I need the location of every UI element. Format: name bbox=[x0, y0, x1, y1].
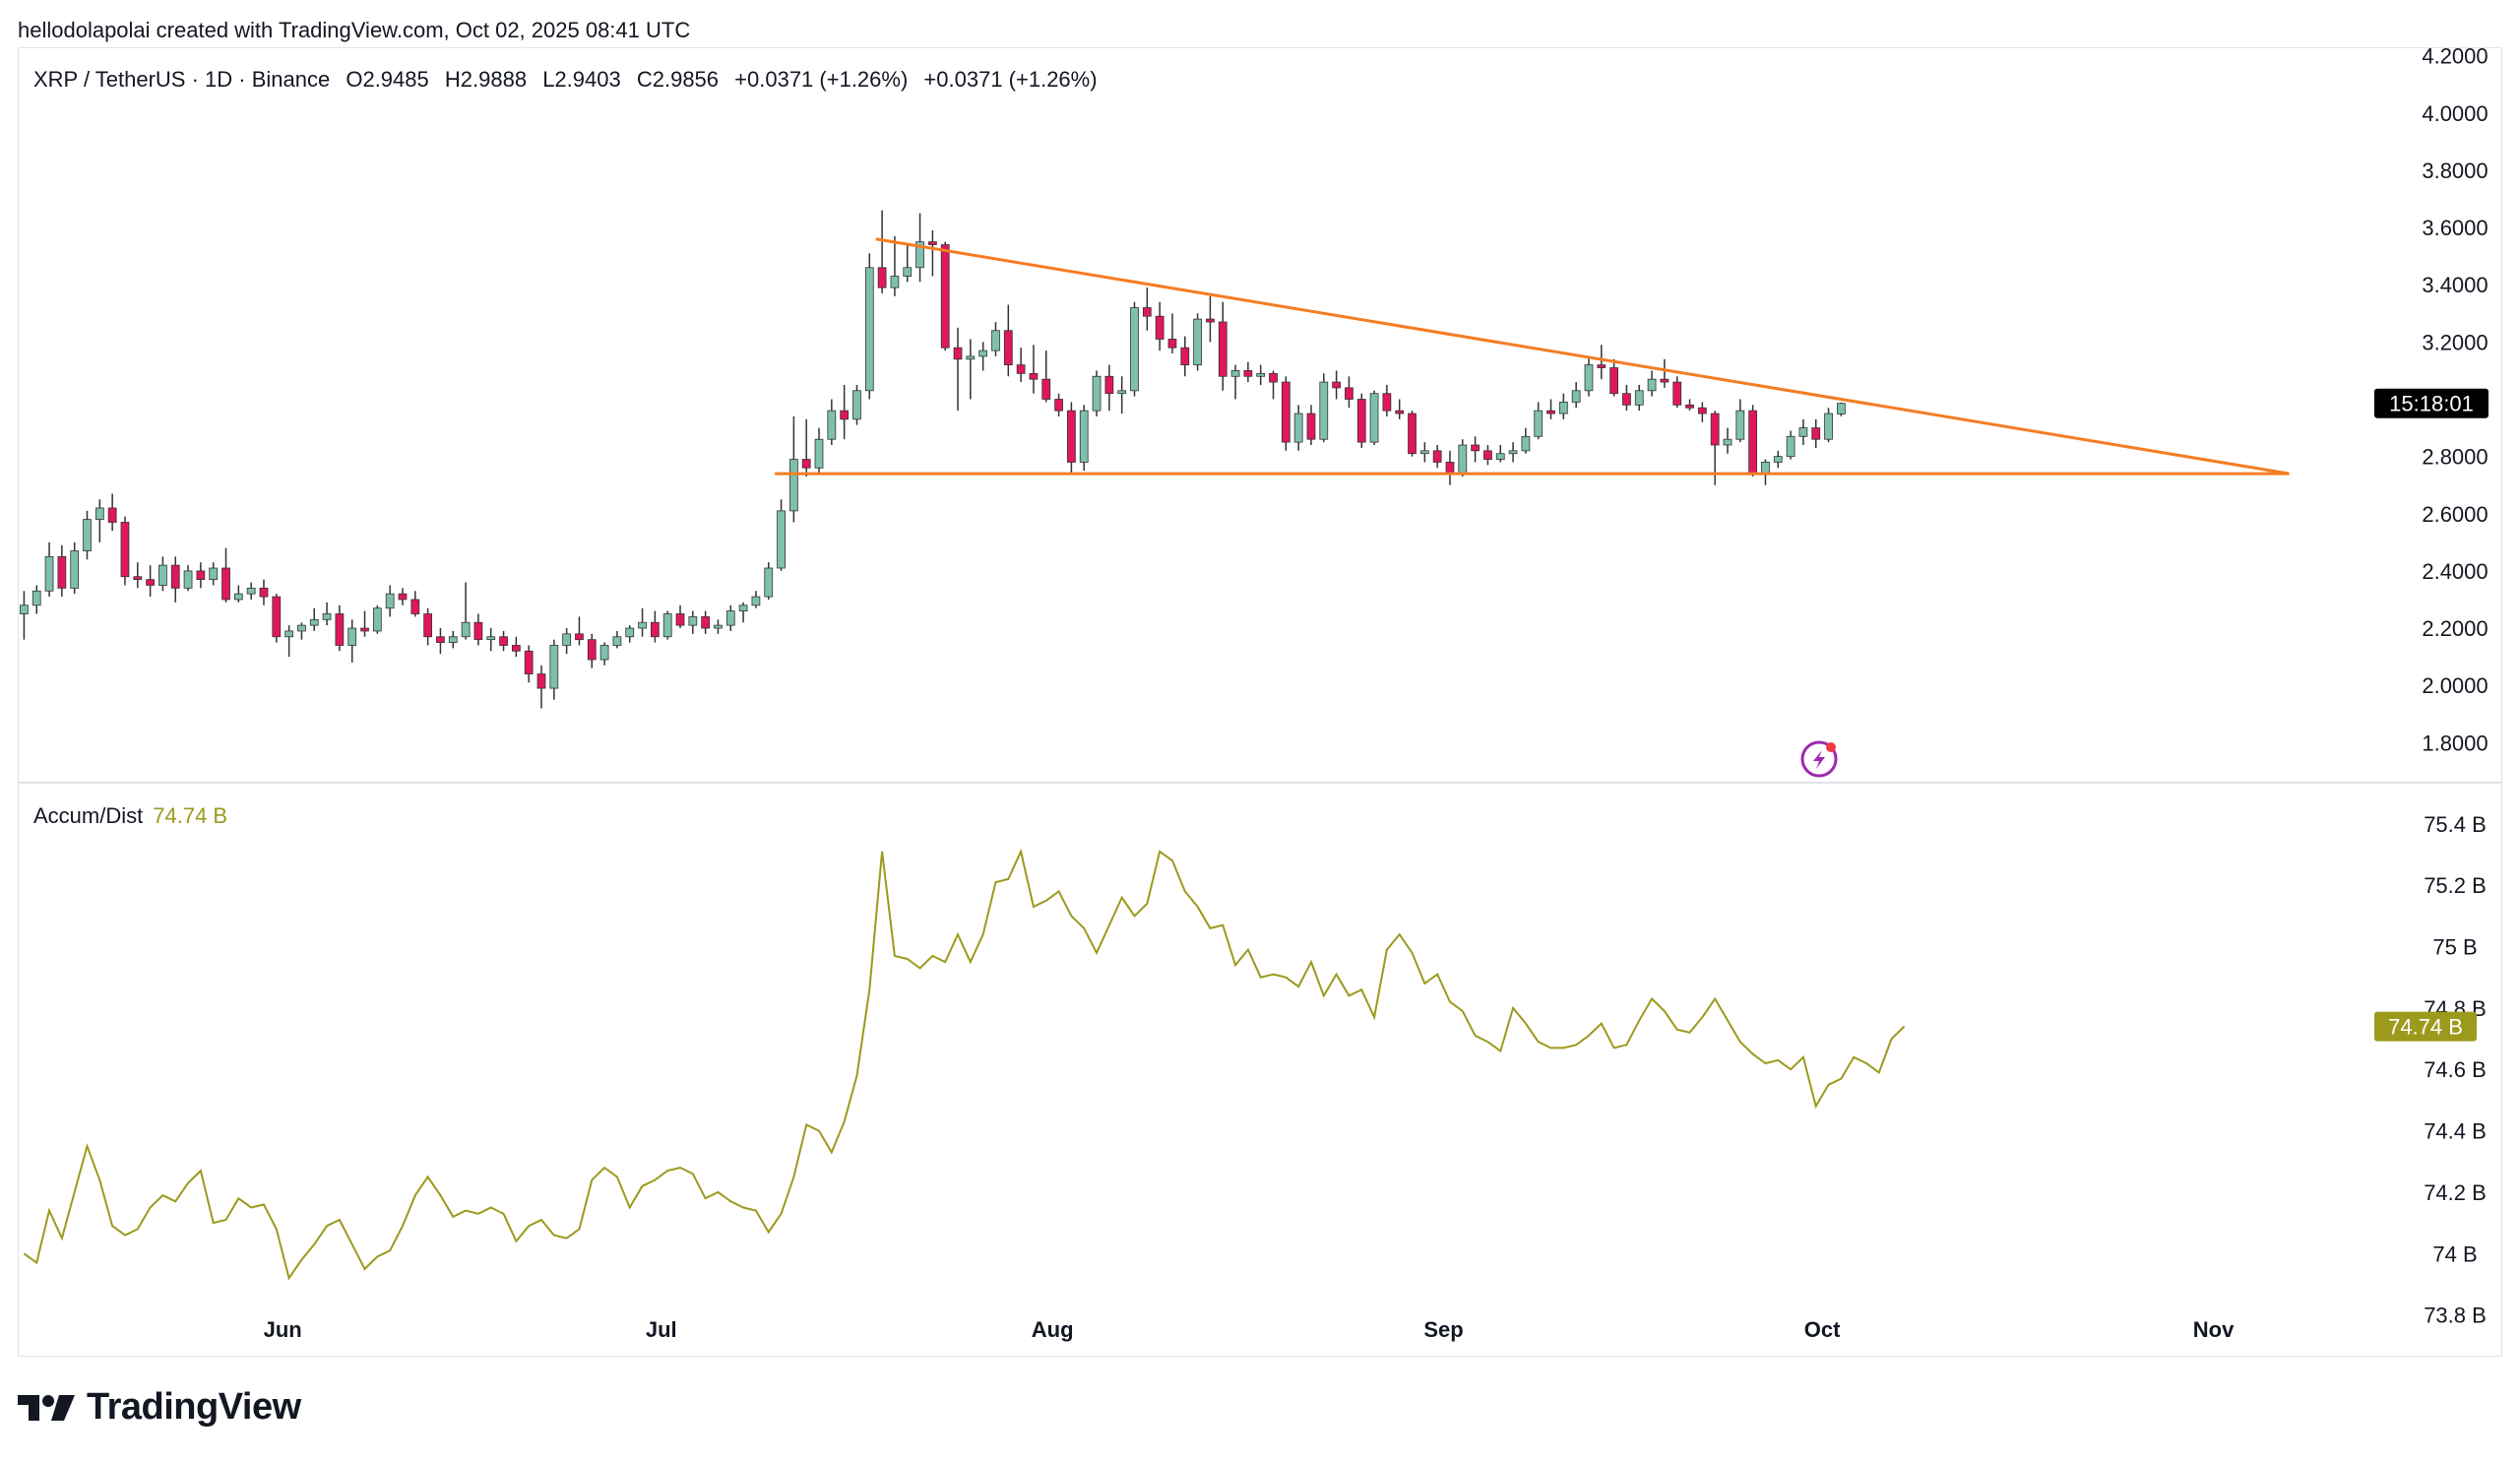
price-change-secondary: +0.0371 (+1.26%) bbox=[923, 67, 1098, 92]
indicator-name[interactable]: Accum/Dist bbox=[33, 803, 144, 828]
tradingview-logo[interactable]: TradingView bbox=[18, 1386, 301, 1429]
ohlc-low: L2.9403 bbox=[542, 67, 621, 92]
ohlc-close: C2.9856 bbox=[636, 67, 720, 92]
indicator-value: 74.74 B bbox=[153, 803, 228, 828]
ohlc-high: H2.9888 bbox=[444, 67, 528, 92]
tradingview-logo-text: TradingView bbox=[87, 1386, 301, 1428]
price-change: +0.0371 (+1.26%) bbox=[734, 67, 909, 92]
chart-frame bbox=[18, 47, 2502, 1357]
chart-attribution: hellodolapolai created with TradingView.… bbox=[18, 18, 691, 42]
tradingview-logo-icon bbox=[18, 1394, 75, 1421]
symbol-name[interactable]: XRP / TetherUS · 1D · Binance bbox=[33, 67, 331, 92]
ohlc-open: O2.9485 bbox=[346, 67, 429, 92]
indicator-legend[interactable]: Accum/Dist 74.74 B bbox=[33, 803, 227, 829]
symbol-legend[interactable]: XRP / TetherUS · 1D · Binance O2.9485 H2… bbox=[33, 67, 1107, 93]
